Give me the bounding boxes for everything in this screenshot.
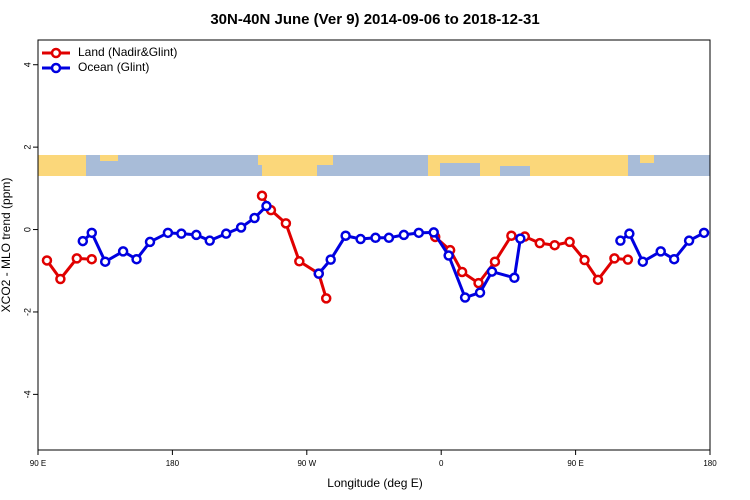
- data-point: [668, 253, 680, 265]
- y-tick-label: -2: [22, 308, 32, 316]
- data-point: [486, 266, 498, 277]
- x-tick-label: 90 W: [297, 459, 316, 468]
- x-tick-label: 90 E: [567, 459, 583, 468]
- data-point: [609, 253, 620, 264]
- legend-label: Land (Nadir&Glint): [78, 45, 177, 59]
- data-point: [637, 256, 649, 267]
- data-point: [622, 254, 634, 265]
- data-point: [325, 254, 336, 265]
- data-point: [383, 232, 395, 244]
- x-tick-label: 0: [439, 459, 444, 468]
- data-point: [86, 253, 98, 265]
- data-point: [235, 222, 247, 233]
- legend-marker: [50, 47, 62, 59]
- data-point: [191, 229, 202, 241]
- data-point: [131, 253, 142, 265]
- data-point: [99, 256, 111, 267]
- map-strip: [38, 155, 710, 176]
- data-point: [413, 227, 425, 239]
- data-point: [615, 235, 626, 246]
- data-point: [515, 233, 526, 244]
- x-tick-label: 180: [703, 459, 717, 468]
- data-point: [162, 227, 174, 239]
- data-point: [549, 239, 560, 251]
- data-point: [280, 218, 292, 229]
- data-point: [313, 268, 324, 279]
- data-point: [655, 246, 666, 257]
- data-point: [624, 228, 635, 239]
- data-point: [220, 228, 232, 239]
- legend-marker: [50, 62, 62, 74]
- data-point: [117, 246, 129, 257]
- y-tick-label: 2: [22, 145, 32, 150]
- data-point: [428, 227, 439, 238]
- data-point: [41, 255, 53, 266]
- data-point: [370, 232, 381, 244]
- data-point: [176, 228, 187, 239]
- y-axis-label: XCO2 - MLO trend (ppm): [0, 178, 13, 313]
- data-point: [473, 277, 484, 289]
- data-point: [534, 237, 546, 249]
- data-point: [579, 254, 590, 266]
- data-point: [506, 230, 517, 241]
- data-point: [144, 236, 156, 248]
- data-point: [489, 256, 501, 267]
- data-point: [249, 212, 260, 224]
- series-line: [81, 204, 705, 300]
- data-point: [86, 227, 98, 239]
- x-tick-label: 90 E: [30, 459, 46, 468]
- data-point: [456, 266, 468, 278]
- x-axis-label: Longitude (deg E): [327, 476, 422, 490]
- data-point: [77, 235, 89, 247]
- data-point: [443, 250, 454, 261]
- data-point: [509, 272, 520, 284]
- data-point: [564, 236, 575, 248]
- plot-frame: [37, 39, 711, 451]
- data-point: [71, 253, 83, 264]
- data-point: [294, 256, 305, 267]
- data-point: [256, 190, 268, 202]
- data-point: [261, 200, 272, 212]
- data-point: [698, 227, 710, 239]
- y-tick-label: 4: [22, 62, 32, 67]
- data-point: [459, 292, 471, 303]
- y-tick-label: -4: [22, 390, 32, 398]
- data-point: [592, 274, 604, 286]
- data-point: [474, 287, 486, 298]
- data-point: [320, 293, 332, 304]
- data-point: [204, 235, 215, 246]
- chart-title: 30N-40N June (Ver 9) 2014-09-06 to 2018-…: [210, 11, 539, 28]
- data-point: [340, 230, 351, 241]
- y-tick-label: 0: [22, 227, 32, 232]
- data-point: [355, 233, 366, 245]
- legend-label: Ocean (Glint): [78, 60, 149, 74]
- data-point: [55, 273, 66, 285]
- x-tick-label: 180: [166, 459, 180, 468]
- data-point: [398, 229, 410, 241]
- data-point: [683, 235, 695, 246]
